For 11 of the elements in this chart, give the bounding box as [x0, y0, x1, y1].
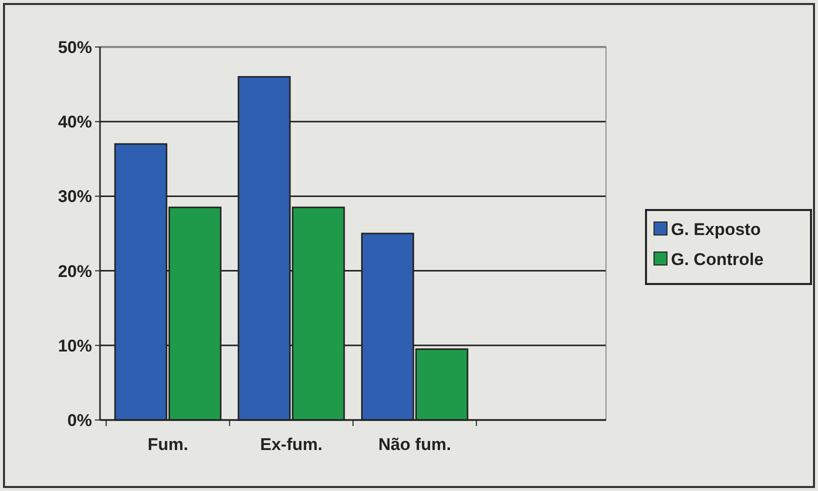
y-tick-label: 10%: [58, 336, 92, 356]
legend-label: G. Exposto: [671, 220, 761, 239]
legend-label: G. Controle: [671, 250, 764, 269]
y-tick-label: 20%: [58, 262, 92, 281]
x-tick-label: Ex-fum.: [260, 435, 322, 454]
y-tick-label: 50%: [58, 38, 92, 57]
y-tick-label: 40%: [58, 112, 92, 132]
y-tick-label: 0%: [67, 410, 92, 430]
x-tick-label: Não fum.: [378, 435, 452, 454]
y-tick-label: 30%: [58, 187, 92, 206]
x-tick-label: Fum.: [148, 435, 188, 454]
